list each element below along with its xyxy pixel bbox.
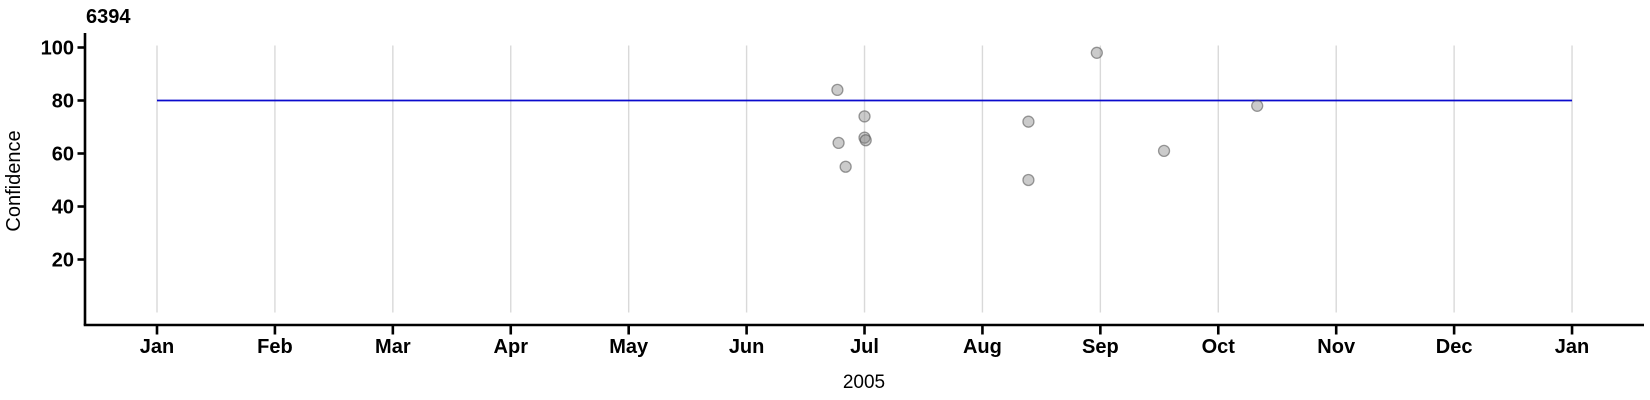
tick-labels-group: Jan Feb Mar Apr May Jun Jul Aug Sep Oct Nov Dec Jan 2…: [41, 38, 1590, 359]
data-point: [859, 134, 872, 147]
data-point: [839, 160, 852, 173]
x-tick-label: Apr: [494, 336, 529, 358]
data-point: [1251, 99, 1264, 112]
data-point: [1090, 46, 1103, 59]
x-tick-label: Jan: [1555, 336, 1589, 358]
data-point: [831, 83, 844, 97]
data-point: [1157, 144, 1171, 158]
x-tick-label: Jan: [140, 336, 174, 358]
tick-marks-group: [77, 46, 1574, 335]
data-point: [832, 136, 845, 150]
x-axis-label: 2005: [843, 372, 885, 393]
y-tick-label: 80: [52, 91, 74, 113]
x-tick-label: Sep: [1082, 336, 1119, 358]
data-point: [1022, 173, 1035, 187]
x-tick-label: Aug: [963, 336, 1002, 358]
y-tick-label: 60: [52, 144, 74, 166]
chart-title: 6394: [86, 6, 131, 28]
x-tick-label: Dec: [1436, 336, 1473, 358]
gridlines-group: [156, 45, 1573, 313]
x-tick-label: Oct: [1202, 336, 1236, 358]
x-tick-label: Nov: [1317, 336, 1356, 358]
y-axis-label: Confidence: [3, 130, 25, 231]
y-tick-label: 20: [52, 250, 74, 272]
x-tick-label: Jun: [729, 336, 765, 358]
x-tick-label: Feb: [257, 336, 293, 358]
y-tick-label: 40: [52, 197, 74, 219]
data-points-group: [831, 46, 1264, 187]
data-point: [858, 110, 871, 123]
x-tick-label: May: [609, 336, 649, 358]
x-tick-label: Mar: [375, 336, 411, 358]
data-point: [1022, 115, 1035, 128]
x-tick-label: Jul: [850, 336, 879, 358]
y-tick-label: 100: [41, 38, 74, 60]
